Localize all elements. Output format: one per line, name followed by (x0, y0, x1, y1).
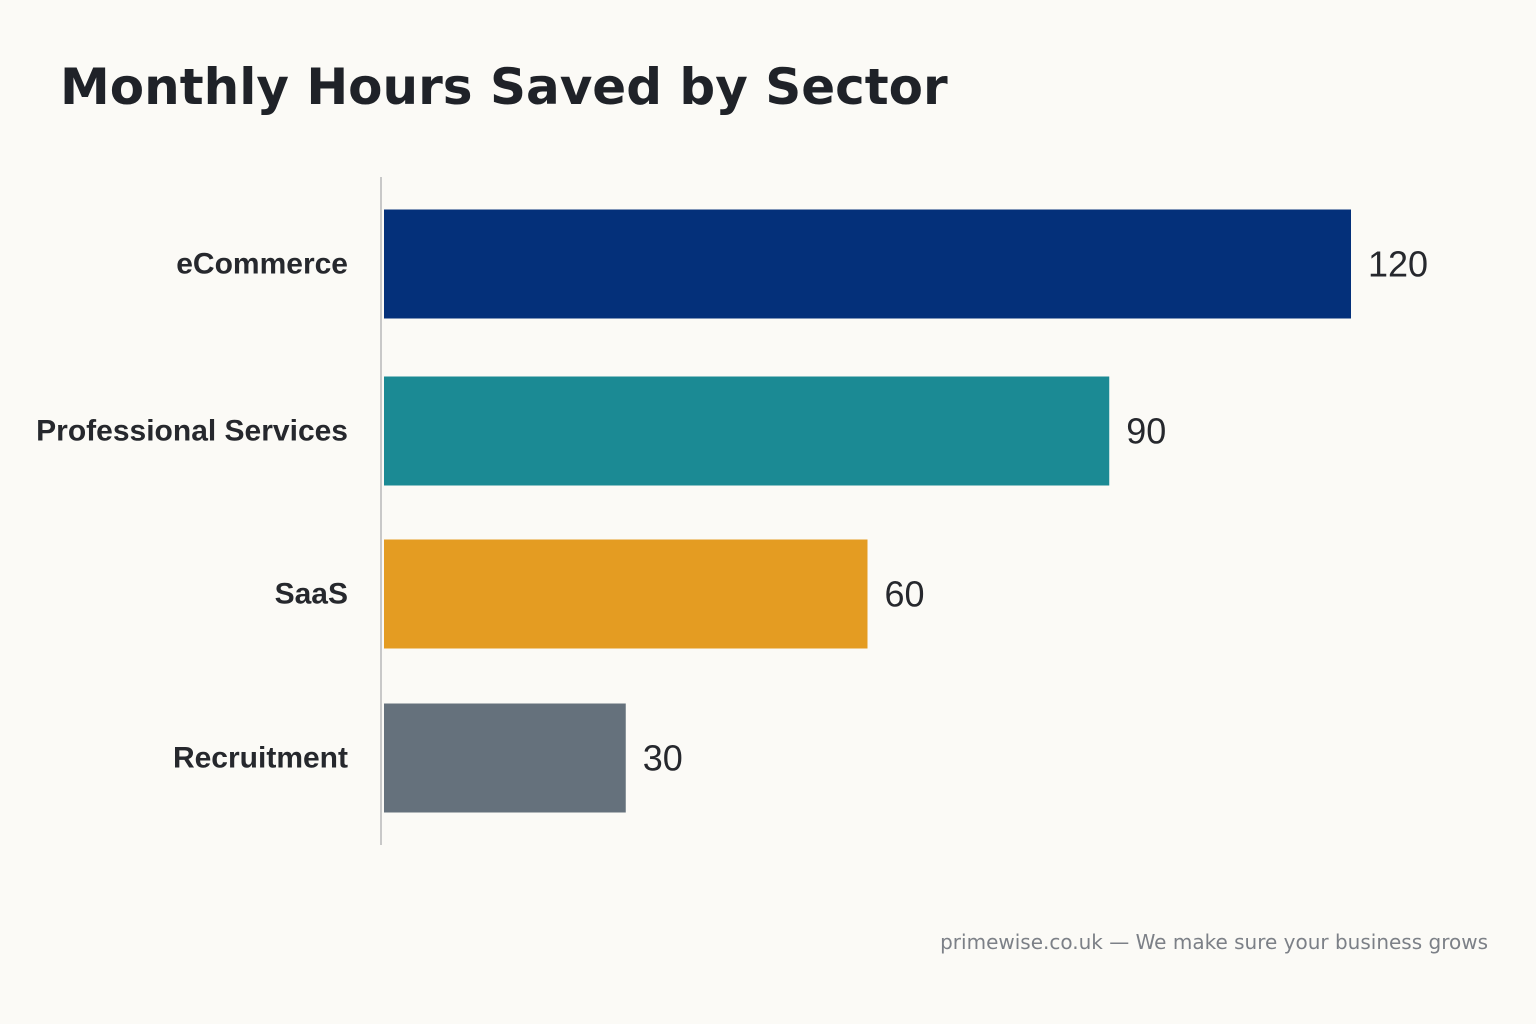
category-label: Recruitment (173, 742, 348, 775)
category-label: eCommerce (176, 248, 348, 281)
footer-note: primewise.co.uk — We make sure your busi… (940, 930, 1488, 954)
bar (384, 539, 868, 649)
data-label: 120 (1368, 244, 1428, 285)
category-label: Professional Services (36, 415, 348, 448)
plot-area: eCommerce 120 Professional Services 90 SaaS 6… (36, 177, 1428, 845)
bar (384, 209, 1351, 319)
chart-title: Monthly Hours Saved by Sector (60, 58, 948, 116)
data-label: 60 (885, 574, 925, 615)
data-label: 30 (643, 738, 683, 779)
data-label: 90 (1126, 411, 1166, 452)
bar (384, 703, 626, 813)
bar (384, 376, 1110, 486)
category-label: SaaS (275, 578, 348, 611)
